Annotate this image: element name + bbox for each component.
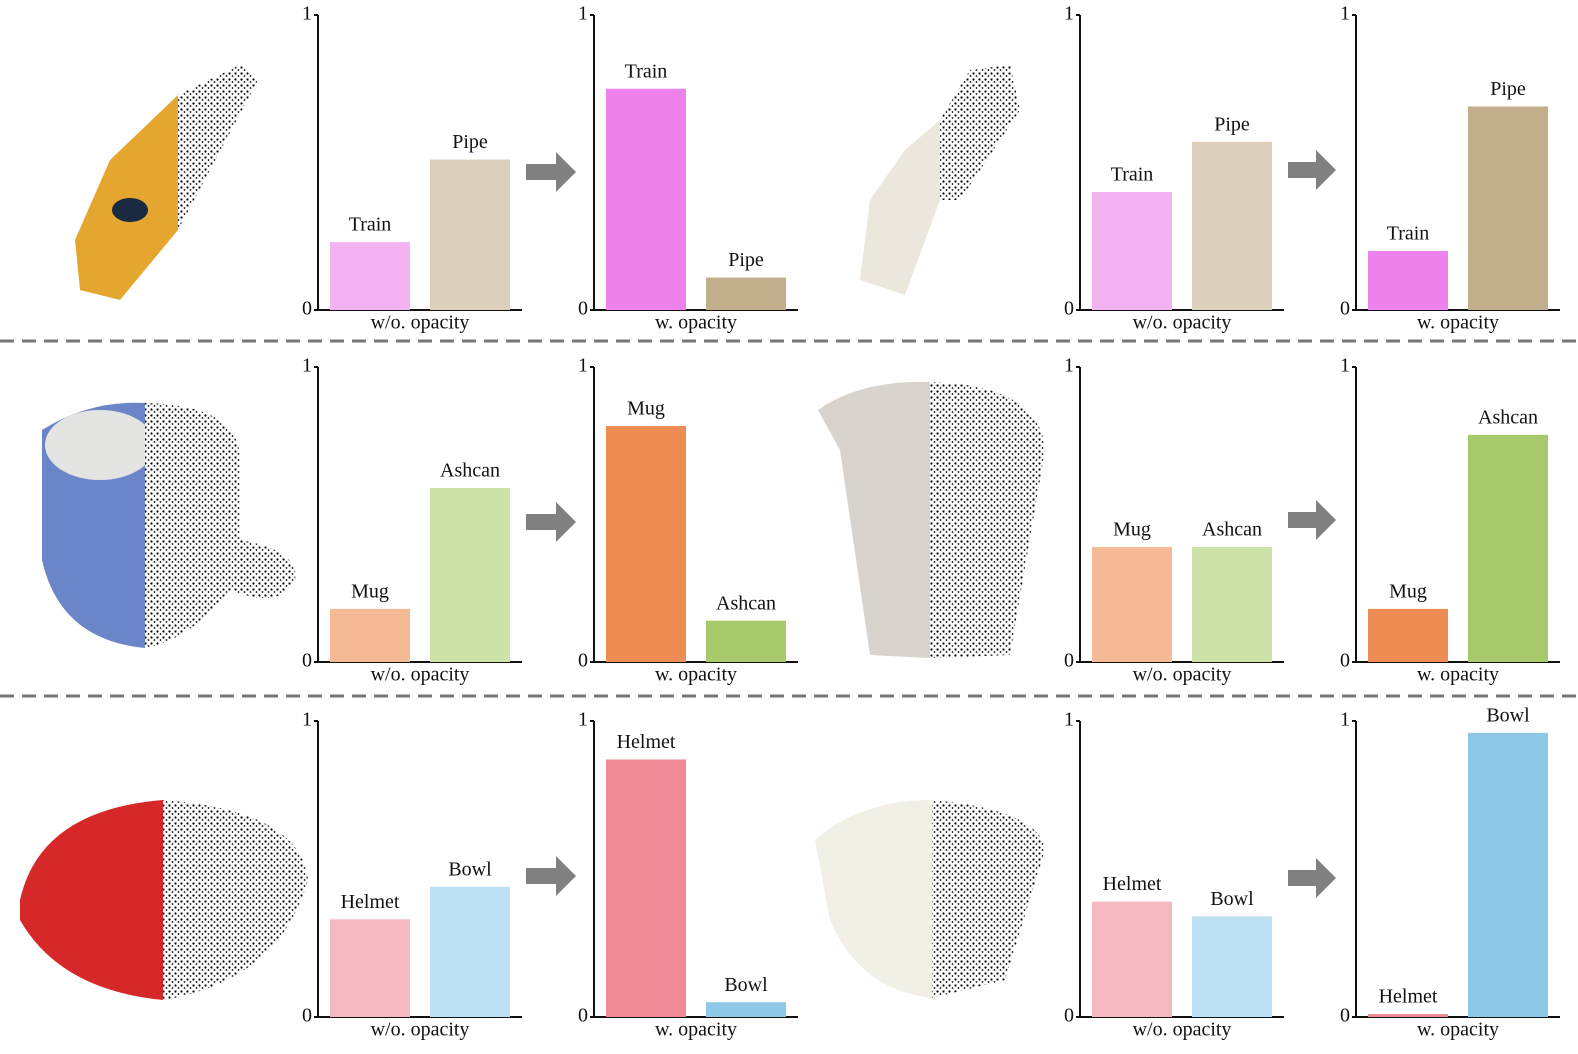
bar-label: Train bbox=[349, 214, 392, 236]
x-axis-label: w/o. opacity bbox=[371, 312, 470, 334]
y-tick-label: 0 bbox=[578, 298, 588, 320]
y-tick-label: 0 bbox=[302, 1005, 312, 1027]
y-tick-label: 0 bbox=[1340, 650, 1350, 672]
bar-label: Ashcan bbox=[716, 592, 776, 614]
x-axis-label: w/o. opacity bbox=[371, 664, 470, 686]
bar-label: Helmet bbox=[1379, 986, 1438, 1008]
bar-label: Bowl bbox=[1486, 704, 1530, 726]
bar-label: Bowl bbox=[448, 858, 492, 880]
bar-label: Train bbox=[1111, 164, 1154, 186]
y-tick-label: 1 bbox=[1340, 355, 1350, 377]
bar bbox=[1468, 732, 1548, 1017]
bar bbox=[606, 759, 686, 1017]
bar-label: Ashcan bbox=[1202, 519, 1262, 541]
bar bbox=[330, 242, 410, 310]
bar-label: Pipe bbox=[1490, 78, 1526, 100]
y-tick-label: 0 bbox=[578, 650, 588, 672]
bar bbox=[1368, 1014, 1448, 1017]
x-axis-label: w/o. opacity bbox=[1133, 312, 1232, 334]
x-axis-label: w/o. opacity bbox=[371, 1019, 470, 1041]
bar-label: Pipe bbox=[1214, 113, 1250, 135]
arrows bbox=[526, 150, 1336, 898]
y-tick-label: 1 bbox=[302, 709, 312, 731]
y-tick-label: 1 bbox=[578, 355, 588, 377]
y-tick-label: 0 bbox=[578, 1005, 588, 1027]
bar bbox=[330, 919, 410, 1017]
y-tick-label: 1 bbox=[1064, 3, 1074, 25]
bar bbox=[606, 426, 686, 662]
x-axis-label: w. opacity bbox=[1417, 312, 1499, 334]
y-tick-label: 1 bbox=[1064, 709, 1074, 731]
bar-label: Helmet bbox=[1103, 873, 1162, 895]
x-axis-label: w. opacity bbox=[655, 1019, 737, 1041]
bar-label: Pipe bbox=[728, 249, 764, 271]
bar bbox=[1468, 434, 1548, 662]
object-images bbox=[20, 65, 1045, 1000]
bar-label: Mug bbox=[1389, 580, 1427, 602]
y-tick-label: 1 bbox=[302, 3, 312, 25]
bar bbox=[706, 277, 786, 310]
x-axis-label: w/o. opacity bbox=[1133, 1019, 1232, 1041]
x-axis-label: w. opacity bbox=[1417, 664, 1499, 686]
bar bbox=[706, 620, 786, 662]
bar-label: Train bbox=[625, 60, 668, 82]
bar bbox=[430, 487, 510, 662]
bar-label: Mug bbox=[627, 398, 665, 420]
bar bbox=[1092, 901, 1172, 1017]
bar bbox=[1192, 141, 1272, 310]
bar bbox=[1368, 251, 1448, 310]
bar-label: Train bbox=[1387, 223, 1430, 245]
bar-label: Bowl bbox=[724, 974, 768, 996]
bar bbox=[1368, 608, 1448, 662]
bar bbox=[1468, 106, 1548, 310]
bar bbox=[430, 159, 510, 310]
y-tick-label: 0 bbox=[302, 650, 312, 672]
bar bbox=[1192, 916, 1272, 1017]
x-axis-label: w. opacity bbox=[655, 664, 737, 686]
bar bbox=[606, 88, 686, 310]
x-axis-label: w. opacity bbox=[655, 312, 737, 334]
bar-label: Ashcan bbox=[1478, 406, 1538, 428]
bar-label: Pipe bbox=[452, 131, 488, 153]
x-axis-label: w. opacity bbox=[1417, 1019, 1499, 1041]
x-axis-label: w/o. opacity bbox=[1133, 664, 1232, 686]
y-tick-label: 0 bbox=[1064, 650, 1074, 672]
y-tick-label: 0 bbox=[1064, 298, 1074, 320]
bar-label: Helmet bbox=[341, 891, 400, 913]
y-tick-label: 1 bbox=[1064, 355, 1074, 377]
y-tick-label: 0 bbox=[1064, 1005, 1074, 1027]
y-tick-label: 1 bbox=[578, 709, 588, 731]
y-tick-label: 1 bbox=[578, 3, 588, 25]
y-tick-label: 1 bbox=[1340, 3, 1350, 25]
bar-label: Bowl bbox=[1210, 888, 1254, 910]
bar-label: Helmet bbox=[617, 731, 676, 753]
bar bbox=[430, 886, 510, 1017]
y-tick-label: 0 bbox=[1340, 1005, 1350, 1027]
bar bbox=[1192, 546, 1272, 662]
y-tick-label: 0 bbox=[1340, 298, 1350, 320]
bar-label: Mug bbox=[1113, 519, 1151, 541]
bar-label: Ashcan bbox=[440, 460, 500, 482]
bar bbox=[330, 608, 410, 662]
y-tick-label: 1 bbox=[302, 355, 312, 377]
y-tick-label: 0 bbox=[302, 298, 312, 320]
y-tick-label: 1 bbox=[1340, 709, 1350, 731]
bar bbox=[1092, 192, 1172, 310]
bar bbox=[706, 1002, 786, 1017]
bar-label: Mug bbox=[351, 580, 389, 602]
bar bbox=[1092, 546, 1172, 662]
